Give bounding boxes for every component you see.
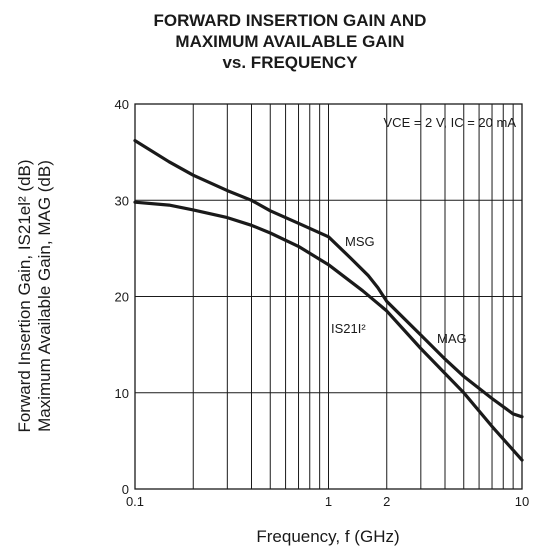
x-tick-label: 1 — [325, 494, 332, 509]
x-tick-label: 2 — [383, 494, 390, 509]
chart-title-line-2: MAXIMUM AVAILABLE GAIN — [175, 32, 405, 51]
msg-annotation: MSG — [345, 234, 375, 249]
y-tick-label: 40 — [115, 97, 129, 112]
series-line-s21 — [133, 200, 524, 462]
mag-annotation: MAG — [437, 331, 467, 346]
grid-layer — [135, 104, 522, 489]
y-axis-label-line-1: Forward Insertion Gain, IS21el² (dB) — [15, 159, 34, 432]
x-tick-label: 0.1 — [126, 494, 144, 509]
y-axis-label-line-2: Maximum Available Gain, MAG (dB) — [35, 160, 54, 432]
x-tick-label: 10 — [515, 494, 529, 509]
y-tick-label: 20 — [115, 290, 129, 305]
x-axis-label: Frequency, f (GHz) — [256, 527, 399, 546]
tick-layer: 0.1 1 2 10 0 10 20 30 40 — [115, 97, 530, 509]
series-line-msg-mag — [133, 139, 524, 419]
chart-title-line-3: vs. FREQUENCY — [222, 53, 358, 72]
s21-annotation: IS21I² — [331, 321, 366, 336]
y-tick-label: 10 — [115, 386, 129, 401]
chart-title-line-1: FORWARD INSERTION GAIN AND — [153, 11, 427, 30]
plot-frame — [134, 103, 523, 490]
y-tick-label: 30 — [115, 193, 129, 208]
y-tick-label: 0 — [122, 482, 129, 497]
condition-annotation: VCE = 2 V, IC = 20 mA — [384, 115, 517, 130]
series-layer — [133, 139, 524, 462]
